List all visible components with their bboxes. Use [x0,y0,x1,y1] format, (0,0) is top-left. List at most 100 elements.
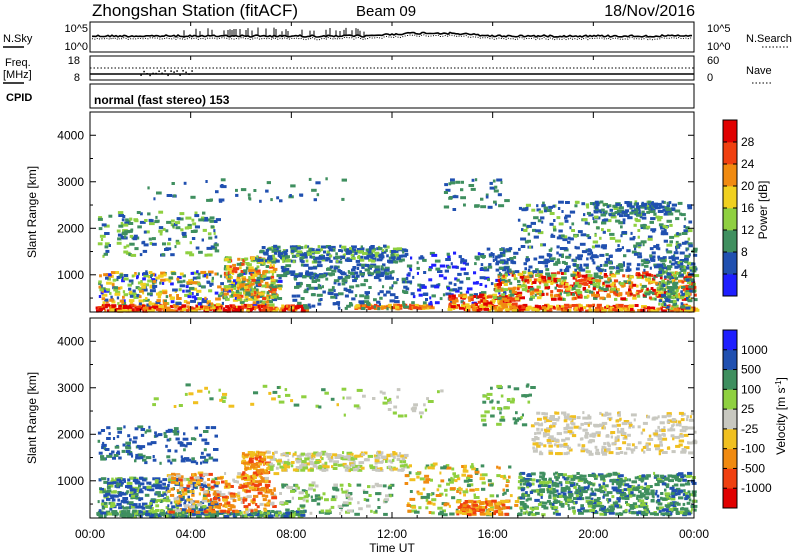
range-gate-cell [564,269,570,272]
noise-tick-left-top: 10^5 [64,23,88,35]
range-gate-cell [588,248,591,251]
range-gate-cell [650,221,655,224]
range-gate-cell [248,266,253,269]
range-gate-cell [295,484,298,487]
range-gate-cell [112,499,116,502]
range-gate-cell [114,495,119,498]
range-gate-cell [156,293,162,296]
range-gate-cell [196,462,198,465]
range-gate-cell [209,506,213,509]
range-gate-cell [167,504,169,507]
range-gate-cell [679,272,682,275]
range-gate-cell [180,284,186,287]
range-gate-cell [421,306,427,309]
range-gate-cell [650,217,655,220]
range-gate-cell [201,285,206,288]
range-gate-cell [351,464,356,467]
range-gate-cell [407,280,412,283]
range-gate-cell [606,295,611,298]
range-gate-cell [118,506,122,509]
range-gate-cell [627,292,631,295]
range-gate-cell [183,438,189,441]
range-gate-cell [171,473,175,476]
range-gate-cell [493,296,497,299]
range-gate-cell [281,305,284,308]
range-gate-cell [140,253,143,256]
range-gate-cell [646,226,650,229]
range-gate-cell [546,293,549,296]
range-gate-cell [678,202,683,205]
range-gate-cell [404,454,409,457]
range-gate-cell [332,453,337,456]
range-gate-cell [429,296,431,299]
range-gate-cell [457,273,462,276]
range-gate-cell [297,250,303,253]
range-gate-cell [149,238,152,241]
range-gate-cell [512,291,517,294]
range-gate-cell [186,485,190,488]
range-gate-cell [620,234,622,237]
range-gate-cell [603,231,606,234]
range-gate-cell [518,219,521,222]
range-gate-cell [521,278,523,281]
range-gate-cell [629,275,634,278]
range-gate-cell [539,210,544,213]
range-gate-cell [580,269,585,272]
range-gate-cell [496,261,499,264]
range-gate-cell [118,225,123,228]
range-gate-cell [544,209,547,212]
range-gate-cell [676,298,679,301]
range-gate-cell [129,501,134,504]
range-gate-cell [390,293,396,296]
range-gate-cell [149,271,153,274]
range-gate-cell [262,297,266,300]
range-gate-cell [531,209,535,212]
range-gate-cell [586,206,589,209]
range-gate-cell [266,486,269,489]
range-gate-cell [123,224,128,227]
range-gate-cell [637,295,640,298]
range-gate-cell [557,258,560,261]
range-gate-cell [460,188,463,191]
colorbar-tick-label: 16 [741,201,755,215]
range-gate-cell [177,280,183,283]
range-gate-cell [537,278,542,281]
range-gate-cell [521,228,524,231]
range-gate-cell [146,506,151,509]
range-gate-cell [369,494,372,497]
range-gate-cell [127,479,130,482]
range-gate-cell [99,295,101,298]
range-gate-cell [382,456,387,459]
range-gate-cell [559,295,561,298]
range-gate-cell [553,226,556,229]
range-gate-cell [641,240,647,243]
range-gate-cell [190,490,192,493]
range-gate-cell [666,292,671,295]
range-gate-cell [189,292,192,295]
range-gate-cell [478,252,481,255]
range-gate-cell [439,274,444,277]
range-gate-cell [265,495,268,498]
range-gate-cell [669,240,673,243]
range-gate-cell [123,290,125,293]
range-gate-cell [200,271,206,274]
range-gate-cell [134,247,138,250]
range-gate-cell [195,507,198,510]
beam-label: Beam 09 [356,3,416,20]
range-gate-cell [262,272,264,275]
range-gate-cell [346,289,352,292]
range-gate-cell [606,258,610,261]
range-gate-cell [151,484,157,487]
range-gate-cell [363,491,368,494]
range-gate-cell [286,259,290,262]
range-gate-cell [485,285,487,288]
range-gate-cell [284,461,289,464]
range-gate-cell [342,279,348,282]
range-gate-cell [623,254,626,257]
range-gate-cell [531,222,536,225]
range-gate-cell [592,245,595,248]
range-gate-cell [537,296,542,299]
range-gate-cell [601,209,605,212]
range-gate-cell [556,305,559,308]
range-gate-cell [583,213,585,216]
